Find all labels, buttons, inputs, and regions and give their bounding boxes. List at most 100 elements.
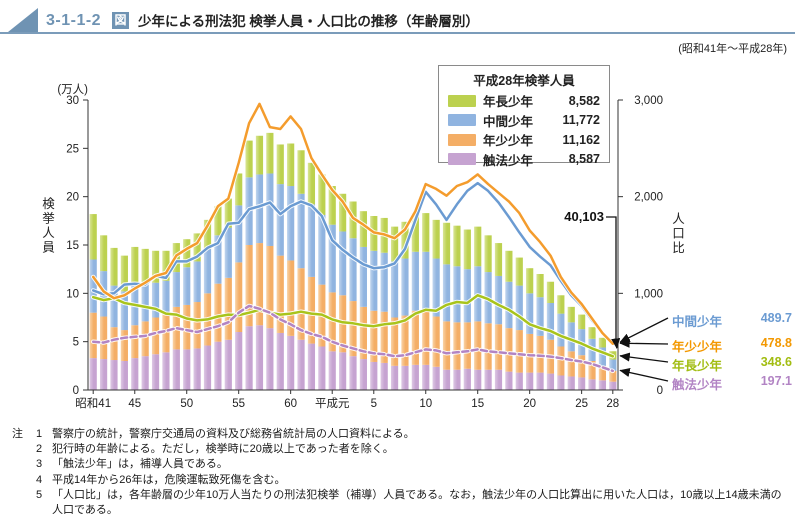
bar-segment	[411, 213, 419, 252]
bar-segment	[328, 292, 336, 352]
bar-segment	[442, 264, 451, 322]
bar-segment	[214, 283, 222, 342]
bar-segment	[349, 301, 357, 357]
legend-label: 中間少年	[483, 114, 534, 129]
chukan-swatch-icon	[448, 114, 476, 127]
bar-segment	[349, 356, 357, 390]
bar-segment	[110, 285, 118, 328]
svg-text:25: 25	[575, 398, 588, 410]
note-text: 平成14年から26年は，危険運転致死傷を含む。	[52, 473, 286, 486]
bar-segment	[141, 356, 149, 390]
bar-segment	[235, 173, 243, 206]
bar-segment	[141, 283, 149, 322]
bar-segment	[432, 258, 440, 317]
bar-segment	[557, 313, 565, 347]
note-text: 「触法少年」は，補導人員である。	[52, 458, 228, 471]
bar-segment	[131, 358, 139, 390]
note-item: 2 犯行時の年齢による。ただし，検挙時に20歳以上であった者を除く。	[12, 442, 784, 457]
bar-segment	[505, 250, 513, 282]
bar-segment	[245, 326, 253, 390]
bar-segment	[442, 321, 451, 370]
svg-text:45: 45	[128, 398, 141, 410]
bar-segment	[266, 245, 274, 329]
endlabel-name: 年長少年	[672, 359, 723, 373]
note-number: 4	[36, 473, 43, 486]
bar-segment	[505, 281, 513, 329]
bar-segment	[349, 238, 357, 302]
bar-segment	[546, 373, 555, 390]
bar-segment	[276, 255, 284, 333]
bar-segment	[536, 372, 544, 390]
figure-number: 3-1-1-2	[46, 12, 102, 29]
bar-segment	[567, 322, 575, 352]
bar-segment	[287, 143, 295, 187]
bar-segment	[245, 140, 253, 178]
bar-segment	[411, 364, 419, 390]
bar-series-触法少年	[89, 325, 617, 390]
bar-segment	[546, 303, 555, 340]
legend-item-nencho: 年長少年 8,582	[448, 91, 600, 111]
right-axis-title: 人口比	[670, 212, 684, 256]
bar-segment	[99, 359, 108, 390]
bar-segment	[567, 306, 575, 323]
bar-segment	[557, 346, 565, 376]
note-number: 1	[36, 428, 43, 440]
bar-segment	[99, 235, 108, 272]
figure-title: 少年による刑法犯 検挙人員・人口比の推移（年齢層別）	[138, 14, 479, 29]
note-item: 3 「触法少年」は，補導人員である。	[12, 457, 784, 472]
svg-text:0: 0	[73, 385, 79, 397]
endlabel-arrow	[619, 368, 669, 382]
svg-text:20: 20	[66, 192, 79, 204]
endlabel-value: 489.7	[760, 311, 792, 325]
bar-segment	[422, 364, 430, 390]
legend-item-shokuho: 触法少年 8,587	[448, 150, 600, 170]
bar-segment	[422, 251, 430, 311]
bar-segment	[214, 235, 222, 284]
bar-segment	[505, 371, 513, 390]
legend-item-nensho: 年少少年 11,162	[448, 130, 600, 150]
bar-segment	[297, 268, 305, 340]
endlabel-value: 478.8	[760, 336, 792, 350]
bar-segment	[588, 327, 596, 339]
bar-segment	[588, 379, 596, 390]
note-text: 犯行時の年齢による。ただし，検挙時に20歳以上であった者を除く。	[52, 443, 394, 456]
ratio-line-中間少年	[90, 180, 615, 345]
figure-header: 3-1-1-2 図 少年による刑法犯 検挙人員・人口比の推移（年齢層別）	[0, 6, 795, 34]
bar-segment	[401, 258, 409, 316]
total-annotation: 40,103	[564, 209, 604, 224]
bar-segment	[370, 310, 378, 362]
bar-segment	[266, 132, 274, 174]
bar-segment	[99, 316, 108, 360]
bar-segment	[390, 226, 399, 262]
bar-segment	[266, 173, 274, 246]
note-item: 注 1 警察庁の統計，警察庁交通局の資料及び総務省統計局の人口資料による。	[12, 427, 784, 442]
bar-segment	[255, 135, 264, 175]
bar-segment	[463, 322, 471, 369]
bar-segment	[463, 229, 471, 270]
ratio-line-年少少年	[90, 101, 615, 346]
bar-segment	[183, 349, 191, 390]
bar-segment	[463, 269, 471, 323]
bar-segment	[245, 245, 253, 327]
bar-segment	[131, 246, 139, 286]
bar-segment	[359, 306, 367, 360]
legend-value: 8,587	[568, 152, 600, 167]
bar-segment	[224, 277, 232, 340]
legend-title: 平成28年検挙人員	[473, 74, 575, 88]
bar-segment	[193, 348, 201, 390]
bar-segment	[401, 221, 409, 259]
endlabel-name: 中間少年	[672, 315, 723, 329]
bar-segment	[89, 358, 97, 390]
bar-segment	[214, 206, 222, 236]
bar-segment	[411, 310, 419, 365]
bar-segment	[494, 324, 503, 370]
note-prefix: 注	[12, 428, 23, 440]
bar-segment	[453, 369, 461, 390]
note-text: 警察庁の統計，警察庁交通局の資料及び総務省統計局の人口資料による。	[52, 428, 415, 440]
bar-segment	[287, 186, 295, 261]
bar-segment	[172, 272, 180, 307]
bar-segment	[307, 276, 316, 344]
endlabel-nencho: 年長少年 348.6	[672, 355, 792, 374]
bar-segment	[297, 150, 305, 194]
bar-segment	[411, 251, 419, 311]
